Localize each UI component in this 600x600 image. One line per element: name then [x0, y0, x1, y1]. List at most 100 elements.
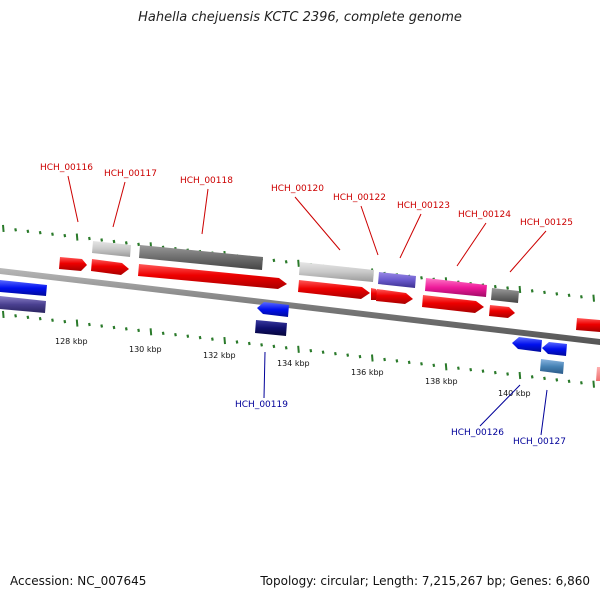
inner-tick: [432, 363, 436, 368]
gene-HCH_00127-homolog: [540, 359, 564, 374]
inner-tick: [592, 380, 595, 388]
inner-tick: [543, 376, 546, 381]
gene-HCH_00116[interactable]: [59, 257, 87, 271]
forward-genes: [59, 241, 600, 332]
gene-label-forward[interactable]: HCH_00118: [180, 176, 233, 186]
inner-tick: [112, 325, 116, 330]
inner-tick: [309, 348, 313, 353]
gene-reverse-left[interactable]: [0, 280, 47, 296]
outer-tick: [592, 294, 595, 302]
gene-HCH_00126[interactable]: [512, 337, 542, 352]
inner-tick: [506, 372, 509, 376]
gene-HCH_00118-homolog: [139, 245, 263, 270]
scale-labels: 128 kbp 130 kbp 132 kbp 134 kbp 136 kbp 138 k…: [55, 337, 531, 398]
gene-HCH_00120[interactable]: [298, 280, 370, 299]
inner-tick: [100, 324, 104, 328]
inner-tick: [272, 344, 276, 349]
inner-tick: [321, 350, 325, 354]
inner-tick: [358, 354, 362, 359]
inner-tick: [149, 328, 153, 336]
gene-HCH_00119-homolog: [255, 320, 287, 336]
inner-tick: [124, 327, 128, 331]
gene-label-reverse[interactable]: HCH_00127: [513, 437, 566, 447]
outer-tick: [420, 276, 423, 280]
gene-HCH_00122-homolog: [378, 272, 416, 288]
inner-tick: [493, 370, 497, 375]
accession-text: Accession: NC_007645: [10, 574, 147, 588]
inner-tick: [555, 378, 559, 382]
inner-tick: [51, 318, 54, 322]
inner-tick: [457, 366, 460, 370]
outer-tick: [124, 241, 128, 245]
inner-tick: [26, 315, 30, 320]
gene-label-forward[interactable]: HCH_00125: [520, 218, 573, 228]
inner-tick: [530, 375, 534, 379]
inner-tick: [383, 357, 386, 362]
gene-HCH_00124-homolog: [491, 288, 519, 303]
gene-label-leader: [479, 384, 521, 427]
scale-label: 138 kbp: [425, 377, 458, 386]
scale-label: 132 kbp: [203, 351, 236, 360]
gene-label-leader: [112, 181, 126, 228]
gene-label-reverse[interactable]: HCH_00126: [451, 428, 504, 438]
gene-HCH_00122[interactable]: [376, 289, 413, 304]
scale-label: 130 kbp: [129, 345, 162, 354]
gene-reverse-left-homolog: [0, 296, 46, 313]
gene-label-leader: [294, 196, 341, 251]
outer-tick: [543, 290, 546, 295]
gene-label-leader: [399, 213, 422, 259]
gene-label-forward[interactable]: HCH_00122: [333, 193, 386, 203]
scale-label: 128 kbp: [55, 337, 88, 346]
gene-label-leader: [509, 230, 547, 273]
gene-HCH_00123[interactable]: [422, 295, 484, 313]
outer-tick: [567, 293, 571, 298]
outer-tick: [530, 289, 534, 293]
inner-tick: [420, 362, 423, 366]
gene-label-reverse[interactable]: HCH_00119: [235, 400, 288, 410]
gene-label-forward[interactable]: HCH_00120: [271, 184, 324, 194]
gene-HCH_00127[interactable]: [542, 342, 567, 356]
inner-tick: [469, 367, 473, 372]
gene-label-forward[interactable]: HCH_00116: [40, 163, 93, 173]
inner-tick: [14, 314, 17, 318]
outer-tick: [297, 259, 300, 267]
gene-HCH_00119[interactable]: [257, 302, 289, 317]
outer-tick: [100, 238, 104, 242]
outer-tick: [580, 295, 583, 299]
inner-tick: [38, 316, 42, 321]
gene-HCH_00117[interactable]: [91, 259, 129, 275]
map-title: Hahella chejuensis KCTC 2396, complete g…: [138, 10, 462, 25]
outer-tick: [51, 232, 54, 236]
outer-tick: [272, 258, 276, 263]
genome-backbone: [0, 268, 600, 345]
outer-tick: [38, 230, 42, 235]
scale-label: 134 kbp: [277, 359, 310, 368]
gene-label-forward[interactable]: HCH_00117: [104, 169, 157, 179]
outer-tick: [63, 233, 67, 238]
gene-HCH_00125[interactable]: [576, 318, 600, 332]
inner-tick: [137, 328, 140, 333]
inner-tick: [444, 363, 448, 371]
gene-HCH_00117-homolog: [92, 241, 131, 257]
gene-label-leader: [201, 188, 209, 235]
gene-labels: HCH_00116 HCH_00117 HCH_00118 HCH_00120 HCH_…: [40, 163, 573, 447]
gene-label-forward[interactable]: HCH_00123: [397, 201, 450, 211]
outer-tick: [112, 239, 116, 244]
inner-tick: [247, 341, 251, 346]
inner-tick: [346, 353, 350, 357]
inner-tick: [284, 346, 288, 350]
gene-label-leader: [456, 222, 487, 267]
gene-HCH_00118[interactable]: [138, 264, 287, 289]
gene-HCH_00124[interactable]: [489, 305, 515, 318]
outer-tick: [284, 260, 288, 264]
gene-label-forward[interactable]: HCH_00124: [458, 210, 511, 220]
gene-HCH_00123-homolog: [425, 278, 487, 297]
inner-tick: [75, 319, 79, 327]
gene-reverse-right: [596, 367, 600, 381]
outer-tick: [14, 228, 17, 232]
outer-tick: [75, 233, 79, 241]
outer-tick: [137, 242, 140, 247]
inner-tick: [186, 334, 190, 338]
inner-tick: [518, 371, 522, 380]
